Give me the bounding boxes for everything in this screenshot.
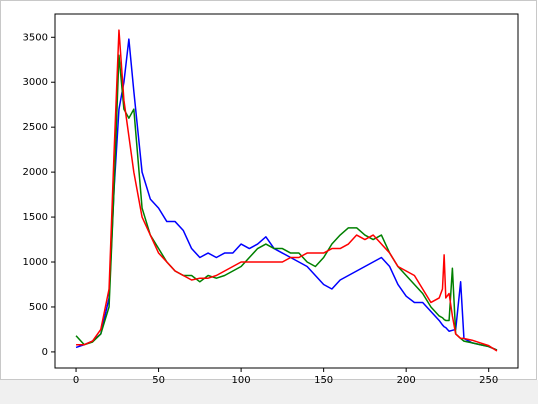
status-bar [0,380,538,404]
x-tick-label: 50 [152,375,165,386]
axes-frame [54,13,519,369]
plot-area [55,14,518,368]
series-line [75,54,498,351]
x-tick-label: 250 [479,375,498,386]
y-tick-label: 2000 [23,167,48,178]
y-tick-label: 3000 [23,77,48,88]
series-line [76,29,498,352]
x-tick-label: 100 [232,375,251,386]
figure-border [0,0,537,380]
y-tick-label: 2500 [23,122,48,133]
x-tick-label: 150 [314,375,333,386]
y-tick-label: 1000 [23,257,48,268]
y-tick-label: 500 [29,302,48,313]
x-tick-label: 200 [397,375,416,386]
series-line [75,38,498,351]
y-tick-label: 1500 [23,212,48,223]
y-tick-label: 3500 [23,32,48,43]
y-tick-label: 0 [42,347,48,358]
x-tick-label: 0 [73,375,79,386]
plot [75,29,498,352]
